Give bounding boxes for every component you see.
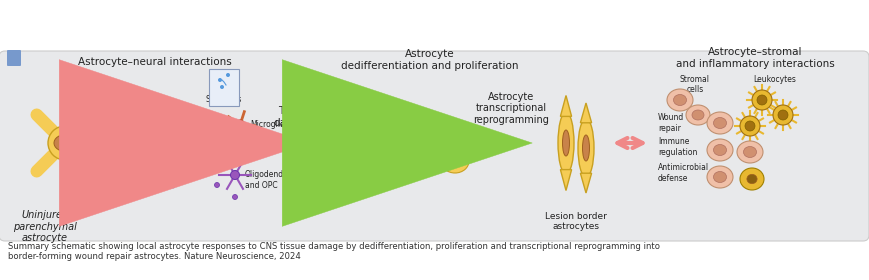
Ellipse shape (713, 144, 726, 155)
Ellipse shape (673, 95, 686, 106)
Ellipse shape (171, 184, 175, 188)
Ellipse shape (706, 112, 733, 134)
Ellipse shape (777, 110, 787, 120)
Text: Wound
repair: Wound repair (657, 113, 683, 133)
Text: Synapses: Synapses (206, 95, 242, 104)
Ellipse shape (165, 174, 169, 178)
Ellipse shape (582, 135, 589, 161)
Text: Leukocytes: Leukocytes (753, 75, 795, 84)
Ellipse shape (713, 171, 726, 183)
Ellipse shape (744, 121, 754, 131)
Text: Transmitter and K+
homeostasis: Transmitter and K+ homeostasis (103, 167, 177, 186)
Text: Antimicrobial
defense: Antimicrobial defense (657, 163, 708, 183)
Ellipse shape (441, 149, 468, 173)
Text: Lesion border
astrocytes: Lesion border astrocytes (545, 212, 607, 231)
Ellipse shape (226, 73, 229, 77)
FancyBboxPatch shape (209, 69, 239, 106)
Ellipse shape (736, 141, 762, 163)
Ellipse shape (686, 105, 709, 125)
Ellipse shape (740, 116, 760, 136)
Ellipse shape (235, 120, 245, 130)
Ellipse shape (179, 178, 182, 182)
Ellipse shape (230, 171, 239, 179)
Ellipse shape (773, 105, 792, 125)
Ellipse shape (336, 125, 353, 160)
Text: Astrocyte
dedifferentiation and proliferation: Astrocyte dedifferentiation and prolifer… (341, 49, 518, 71)
Ellipse shape (434, 117, 461, 141)
Ellipse shape (218, 78, 222, 82)
Polygon shape (580, 103, 591, 123)
Text: Summary schematic showing local astrocyte responses to CNS tissue damage by dedi: Summary schematic showing local astrocyt… (8, 242, 660, 262)
Ellipse shape (740, 168, 763, 190)
Text: Immune
regulation: Immune regulation (657, 137, 697, 157)
Ellipse shape (706, 139, 733, 161)
Ellipse shape (743, 146, 756, 158)
Ellipse shape (441, 124, 454, 134)
Polygon shape (560, 170, 571, 190)
Ellipse shape (232, 195, 237, 200)
Text: Microglia: Microglia (249, 120, 284, 129)
Ellipse shape (448, 156, 461, 166)
Text: Neurons: Neurons (195, 134, 227, 143)
Text: Stromal
cells: Stromal cells (680, 75, 709, 94)
Ellipse shape (562, 130, 569, 156)
Polygon shape (560, 95, 571, 116)
Ellipse shape (557, 112, 574, 174)
Ellipse shape (691, 110, 703, 120)
Text: Astrocyte–stromal
and inflammatory interactions: Astrocyte–stromal and inflammatory inter… (675, 47, 833, 69)
Text: Synapse
organization: Synapse organization (103, 148, 151, 167)
Ellipse shape (751, 90, 771, 110)
FancyBboxPatch shape (7, 50, 21, 66)
Ellipse shape (176, 130, 193, 146)
Ellipse shape (667, 89, 693, 111)
Ellipse shape (342, 137, 348, 150)
Polygon shape (580, 173, 591, 193)
Ellipse shape (220, 85, 223, 89)
FancyBboxPatch shape (0, 51, 868, 241)
Ellipse shape (54, 135, 76, 151)
Ellipse shape (756, 95, 766, 105)
Text: Astrocyte
transcriptional
reprogramming: Astrocyte transcriptional reprogramming (473, 92, 548, 125)
Ellipse shape (706, 166, 733, 188)
Text: Uninjured
parenchymal
astrocyte: Uninjured parenchymal astrocyte (13, 210, 76, 243)
Text: Metabolic
support: Metabolic support (103, 132, 140, 151)
Ellipse shape (48, 126, 82, 160)
Text: Astrocyte–neural interactions: Astrocyte–neural interactions (78, 57, 232, 67)
Text: Tissue
damage: Tissue damage (274, 106, 316, 128)
Ellipse shape (713, 118, 726, 129)
Ellipse shape (746, 174, 756, 184)
Text: Oligodendrocytes
and OPC: Oligodendrocytes and OPC (245, 170, 312, 190)
Ellipse shape (577, 119, 594, 177)
Ellipse shape (181, 134, 189, 142)
Ellipse shape (215, 183, 219, 188)
